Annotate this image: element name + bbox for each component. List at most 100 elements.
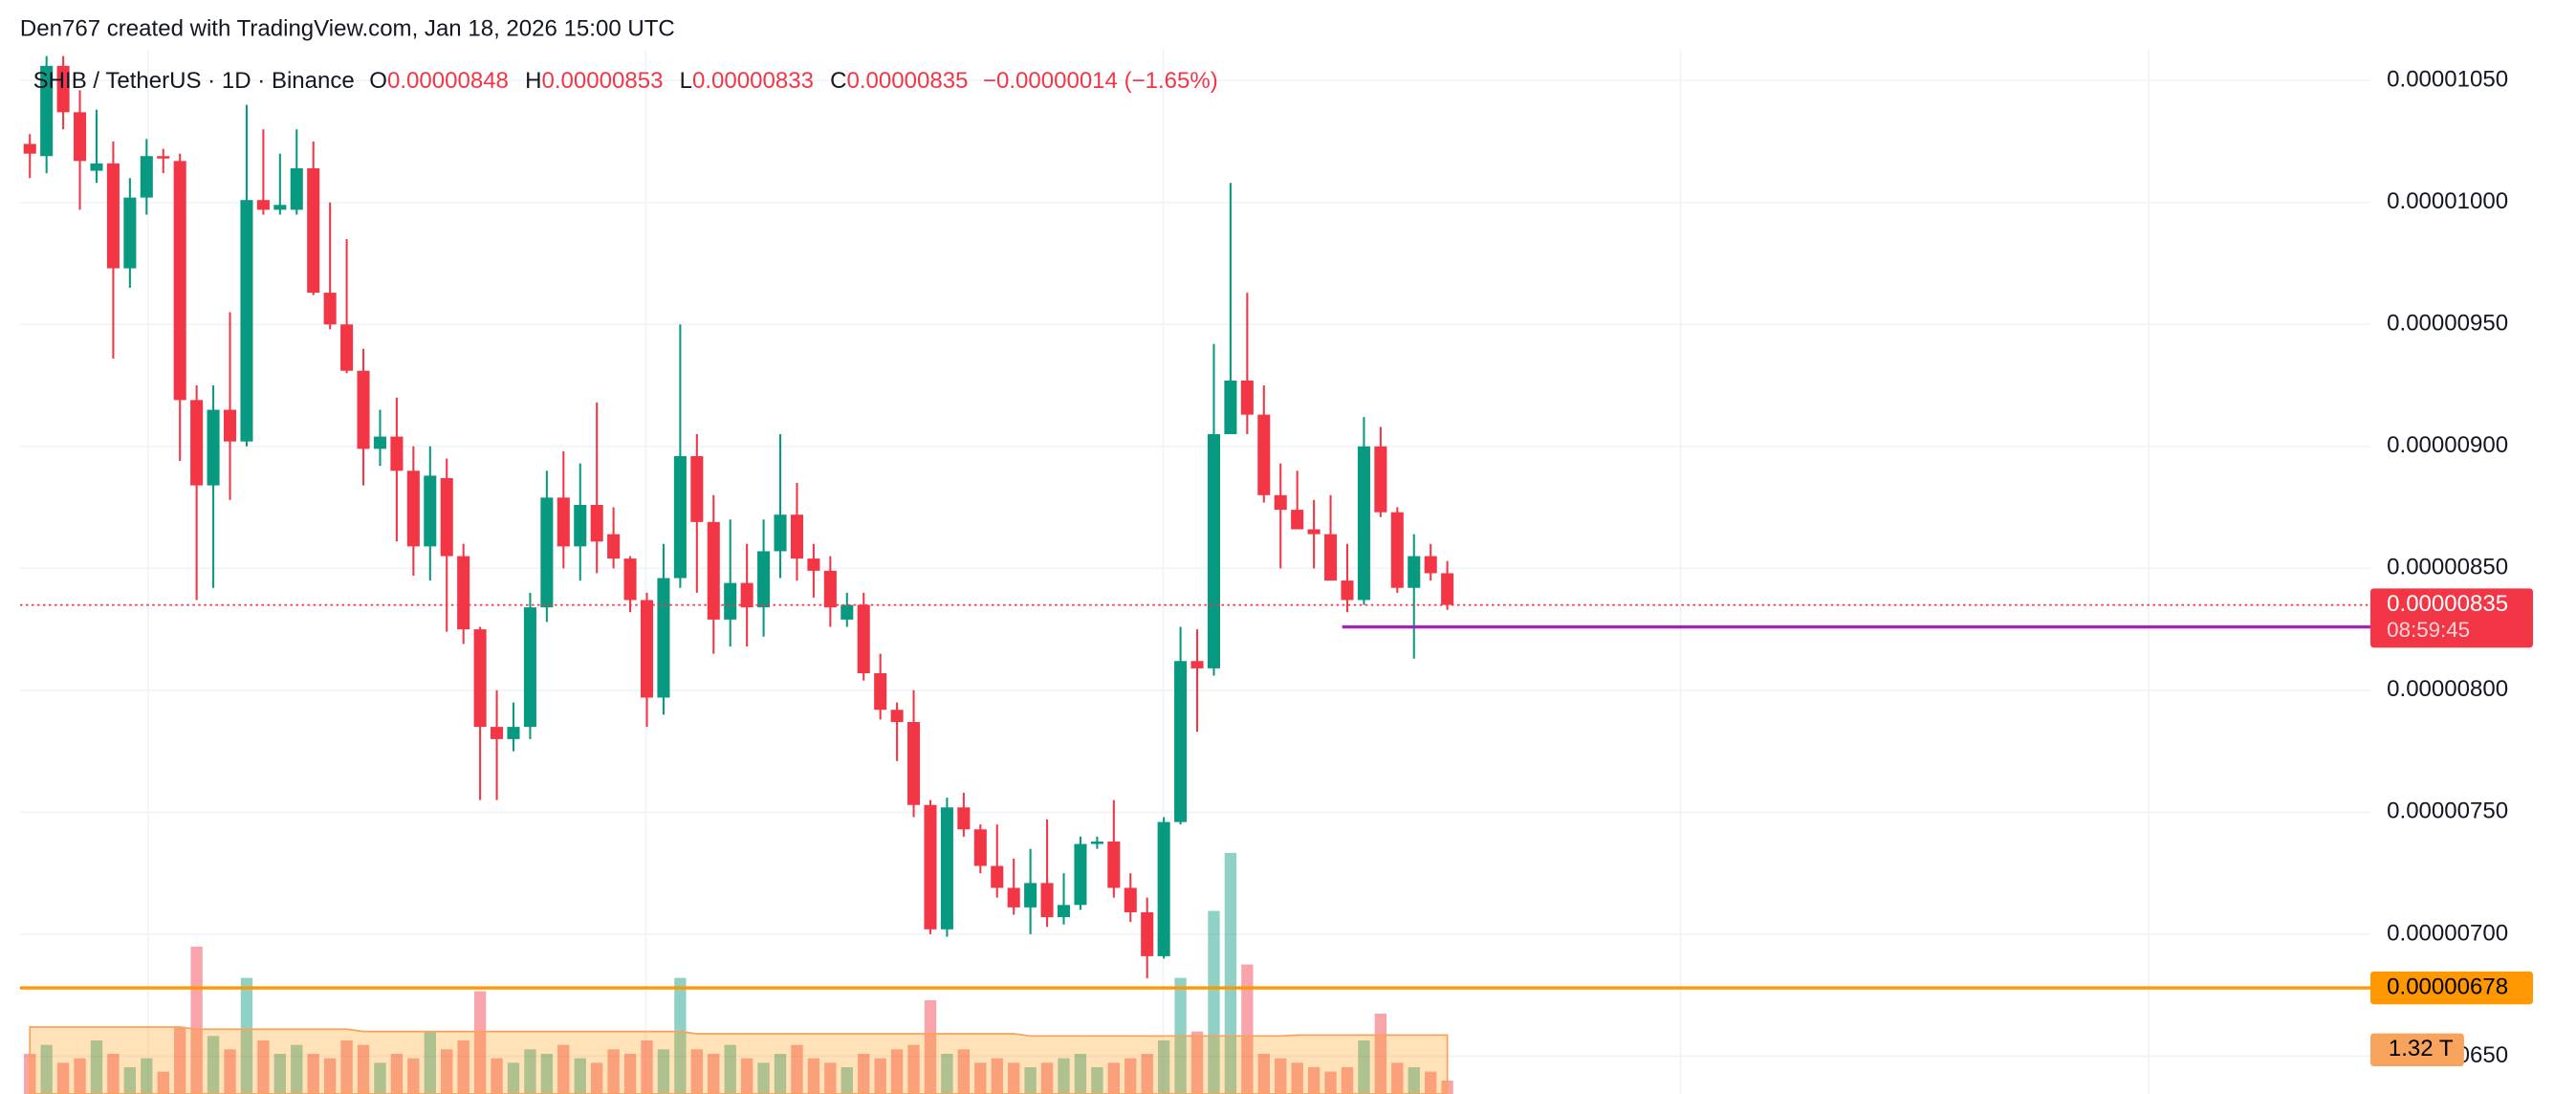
candle-body (823, 570, 837, 608)
candle-body (890, 710, 904, 723)
candle-body (1024, 883, 1037, 908)
y-tick-label: 0.00000750 (2387, 799, 2508, 824)
price-tag (2369, 971, 2534, 1005)
candle-body (173, 161, 186, 401)
volume-bar (56, 1062, 70, 1094)
volume-bar (123, 1066, 137, 1094)
volume-bar (874, 1058, 886, 1094)
volume-bar (591, 1062, 603, 1094)
candle-body (1190, 661, 1204, 668)
volume-bar (824, 1062, 837, 1094)
volume-bar (257, 1039, 270, 1094)
volume-bar (323, 1058, 337, 1094)
volume-bar (174, 1026, 186, 1094)
volume-bar (473, 991, 487, 1094)
volume-bar (507, 1062, 520, 1094)
candle-body (523, 607, 536, 728)
volume-bar (941, 1053, 953, 1094)
volume-bar (240, 977, 253, 1094)
volume-bar (791, 1044, 803, 1094)
volume-bar (1425, 1071, 1437, 1094)
volume-bar (141, 1058, 153, 1094)
candle-body (123, 197, 137, 269)
candle-body (373, 436, 386, 449)
price-tag-label: 0.00000678 (2387, 974, 2508, 999)
candle-body (106, 163, 120, 269)
candle-body (74, 112, 87, 162)
candle-body (1224, 380, 1237, 435)
last-price-label: 0.00000835 (2387, 591, 2508, 617)
candle-body (290, 168, 303, 210)
candle-body (1257, 414, 1271, 495)
axis-bg (2369, 49, 2576, 1094)
candle-body (540, 497, 554, 608)
candle-body (1040, 883, 1054, 918)
candle-body (424, 475, 437, 547)
candle-body (1441, 573, 1454, 605)
volume-bar (407, 1058, 420, 1094)
candle-body (207, 409, 220, 486)
candle-body (774, 514, 787, 552)
volume-bar (1275, 1058, 1287, 1094)
volume-bar (991, 1058, 1003, 1094)
candle-body (857, 604, 870, 673)
candle-body (991, 865, 1004, 888)
last-price-tag (2369, 588, 2534, 648)
volume-bar (674, 977, 687, 1094)
volume-bar (1341, 1066, 1354, 1094)
candle-body (1341, 580, 1354, 601)
volume-bar (1374, 1013, 1387, 1094)
candle-body (507, 727, 520, 739)
volume-bar (690, 1049, 704, 1094)
volume-bar (757, 1062, 770, 1094)
candle-body (1357, 446, 1370, 601)
candle-body (590, 505, 603, 542)
volume-bar (224, 1049, 236, 1094)
volume-bar (907, 1044, 920, 1094)
volume-bar (524, 1049, 536, 1094)
candle-body (390, 436, 404, 471)
candle-body (273, 205, 287, 210)
volume-bar (1324, 1071, 1337, 1094)
candle-body (307, 168, 320, 294)
candle-body (940, 807, 953, 930)
volume-bar (40, 1044, 53, 1094)
volume-bar (1208, 910, 1220, 1094)
candle-body (1007, 887, 1020, 908)
volume-bar (1141, 1053, 1153, 1094)
legend: SHIB / TetherUS · 1D · Binance O0.0000084… (33, 68, 1218, 94)
legend-change: −0.00000014 (−1.65%) (983, 68, 1218, 94)
candle-body (140, 156, 153, 198)
volume-bar (107, 1053, 120, 1094)
volume-bar (1008, 1062, 1020, 1094)
candle-body (23, 143, 36, 154)
volume-bar (657, 1049, 670, 1094)
candle-body (1324, 534, 1338, 581)
volume-bar (774, 1053, 787, 1094)
volume-bar (1157, 1039, 1170, 1094)
candle-body (340, 324, 354, 371)
volume-bar (1058, 1058, 1070, 1094)
candle-body (1141, 911, 1154, 956)
volume-bar (1024, 1066, 1037, 1094)
legend-key: C (830, 68, 846, 94)
candle-body (1074, 843, 1087, 906)
volume-bar (574, 1058, 586, 1094)
candle-body (56, 65, 70, 113)
price-axis: 0.00001050 0.00001000 0.00000950 0.00000900… (2369, 49, 2576, 1094)
candle-body (623, 558, 637, 601)
y-tick-label: 0.00001050 (2387, 67, 2508, 93)
candle-body (840, 604, 854, 620)
candle-body (1274, 494, 1287, 511)
candle-body (673, 455, 687, 579)
candle-body (1174, 661, 1188, 822)
y-tick-label: 0.00000850 (2387, 555, 2508, 580)
candle-body (907, 722, 921, 805)
volume-bar (424, 1031, 436, 1094)
candle-body (1307, 529, 1321, 535)
volume-bar (1241, 964, 1254, 1094)
volume-bar (1224, 852, 1237, 1094)
volume-bar (1124, 1058, 1137, 1094)
candle-body (157, 156, 170, 159)
